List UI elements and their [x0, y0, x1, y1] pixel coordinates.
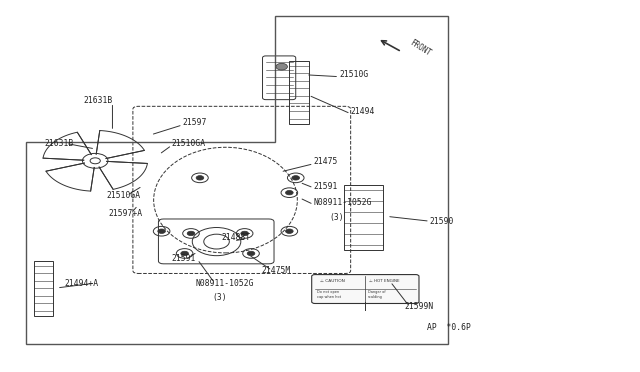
Text: 21494: 21494 [351, 108, 375, 116]
Text: Danger of
scalding: Danger of scalding [368, 290, 385, 299]
Text: N08911-1052G: N08911-1052G [195, 279, 254, 288]
Text: 21590: 21590 [430, 217, 454, 226]
Text: 21510GA: 21510GA [106, 191, 140, 200]
Text: 21599N: 21599N [404, 302, 433, 311]
Text: Do not open
cap when hot: Do not open cap when hot [317, 290, 342, 299]
Text: N08911-1052G: N08911-1052G [314, 198, 372, 207]
Text: ⚠ HOT ENGINE: ⚠ HOT ENGINE [369, 279, 399, 283]
Text: 21591: 21591 [172, 254, 196, 263]
Circle shape [285, 190, 293, 195]
Text: 21631B: 21631B [84, 96, 113, 105]
FancyBboxPatch shape [312, 275, 419, 304]
Text: 21597+A: 21597+A [108, 209, 142, 218]
Text: 21475: 21475 [314, 157, 338, 166]
Text: 21591: 21591 [314, 182, 338, 190]
Text: 21510GA: 21510GA [172, 139, 206, 148]
Circle shape [241, 231, 248, 235]
Circle shape [158, 229, 166, 234]
Circle shape [187, 231, 195, 235]
Text: (3): (3) [212, 294, 227, 302]
Text: ⚠ CAUTION: ⚠ CAUTION [320, 279, 345, 283]
Text: 21510G: 21510G [339, 70, 369, 79]
Circle shape [196, 176, 204, 180]
Text: AP  *0.6P: AP *0.6P [428, 323, 471, 332]
Text: 21488T: 21488T [221, 233, 250, 243]
Text: 21631B: 21631B [44, 139, 74, 148]
Circle shape [292, 176, 300, 180]
Text: (3): (3) [330, 213, 344, 222]
Text: 21494+A: 21494+A [65, 279, 99, 288]
Circle shape [276, 63, 287, 70]
Circle shape [247, 251, 255, 256]
Circle shape [180, 251, 188, 256]
Text: 21597: 21597 [182, 119, 207, 128]
Circle shape [285, 229, 293, 234]
Text: FRONT: FRONT [408, 38, 433, 58]
Text: 21475M: 21475M [261, 266, 291, 275]
